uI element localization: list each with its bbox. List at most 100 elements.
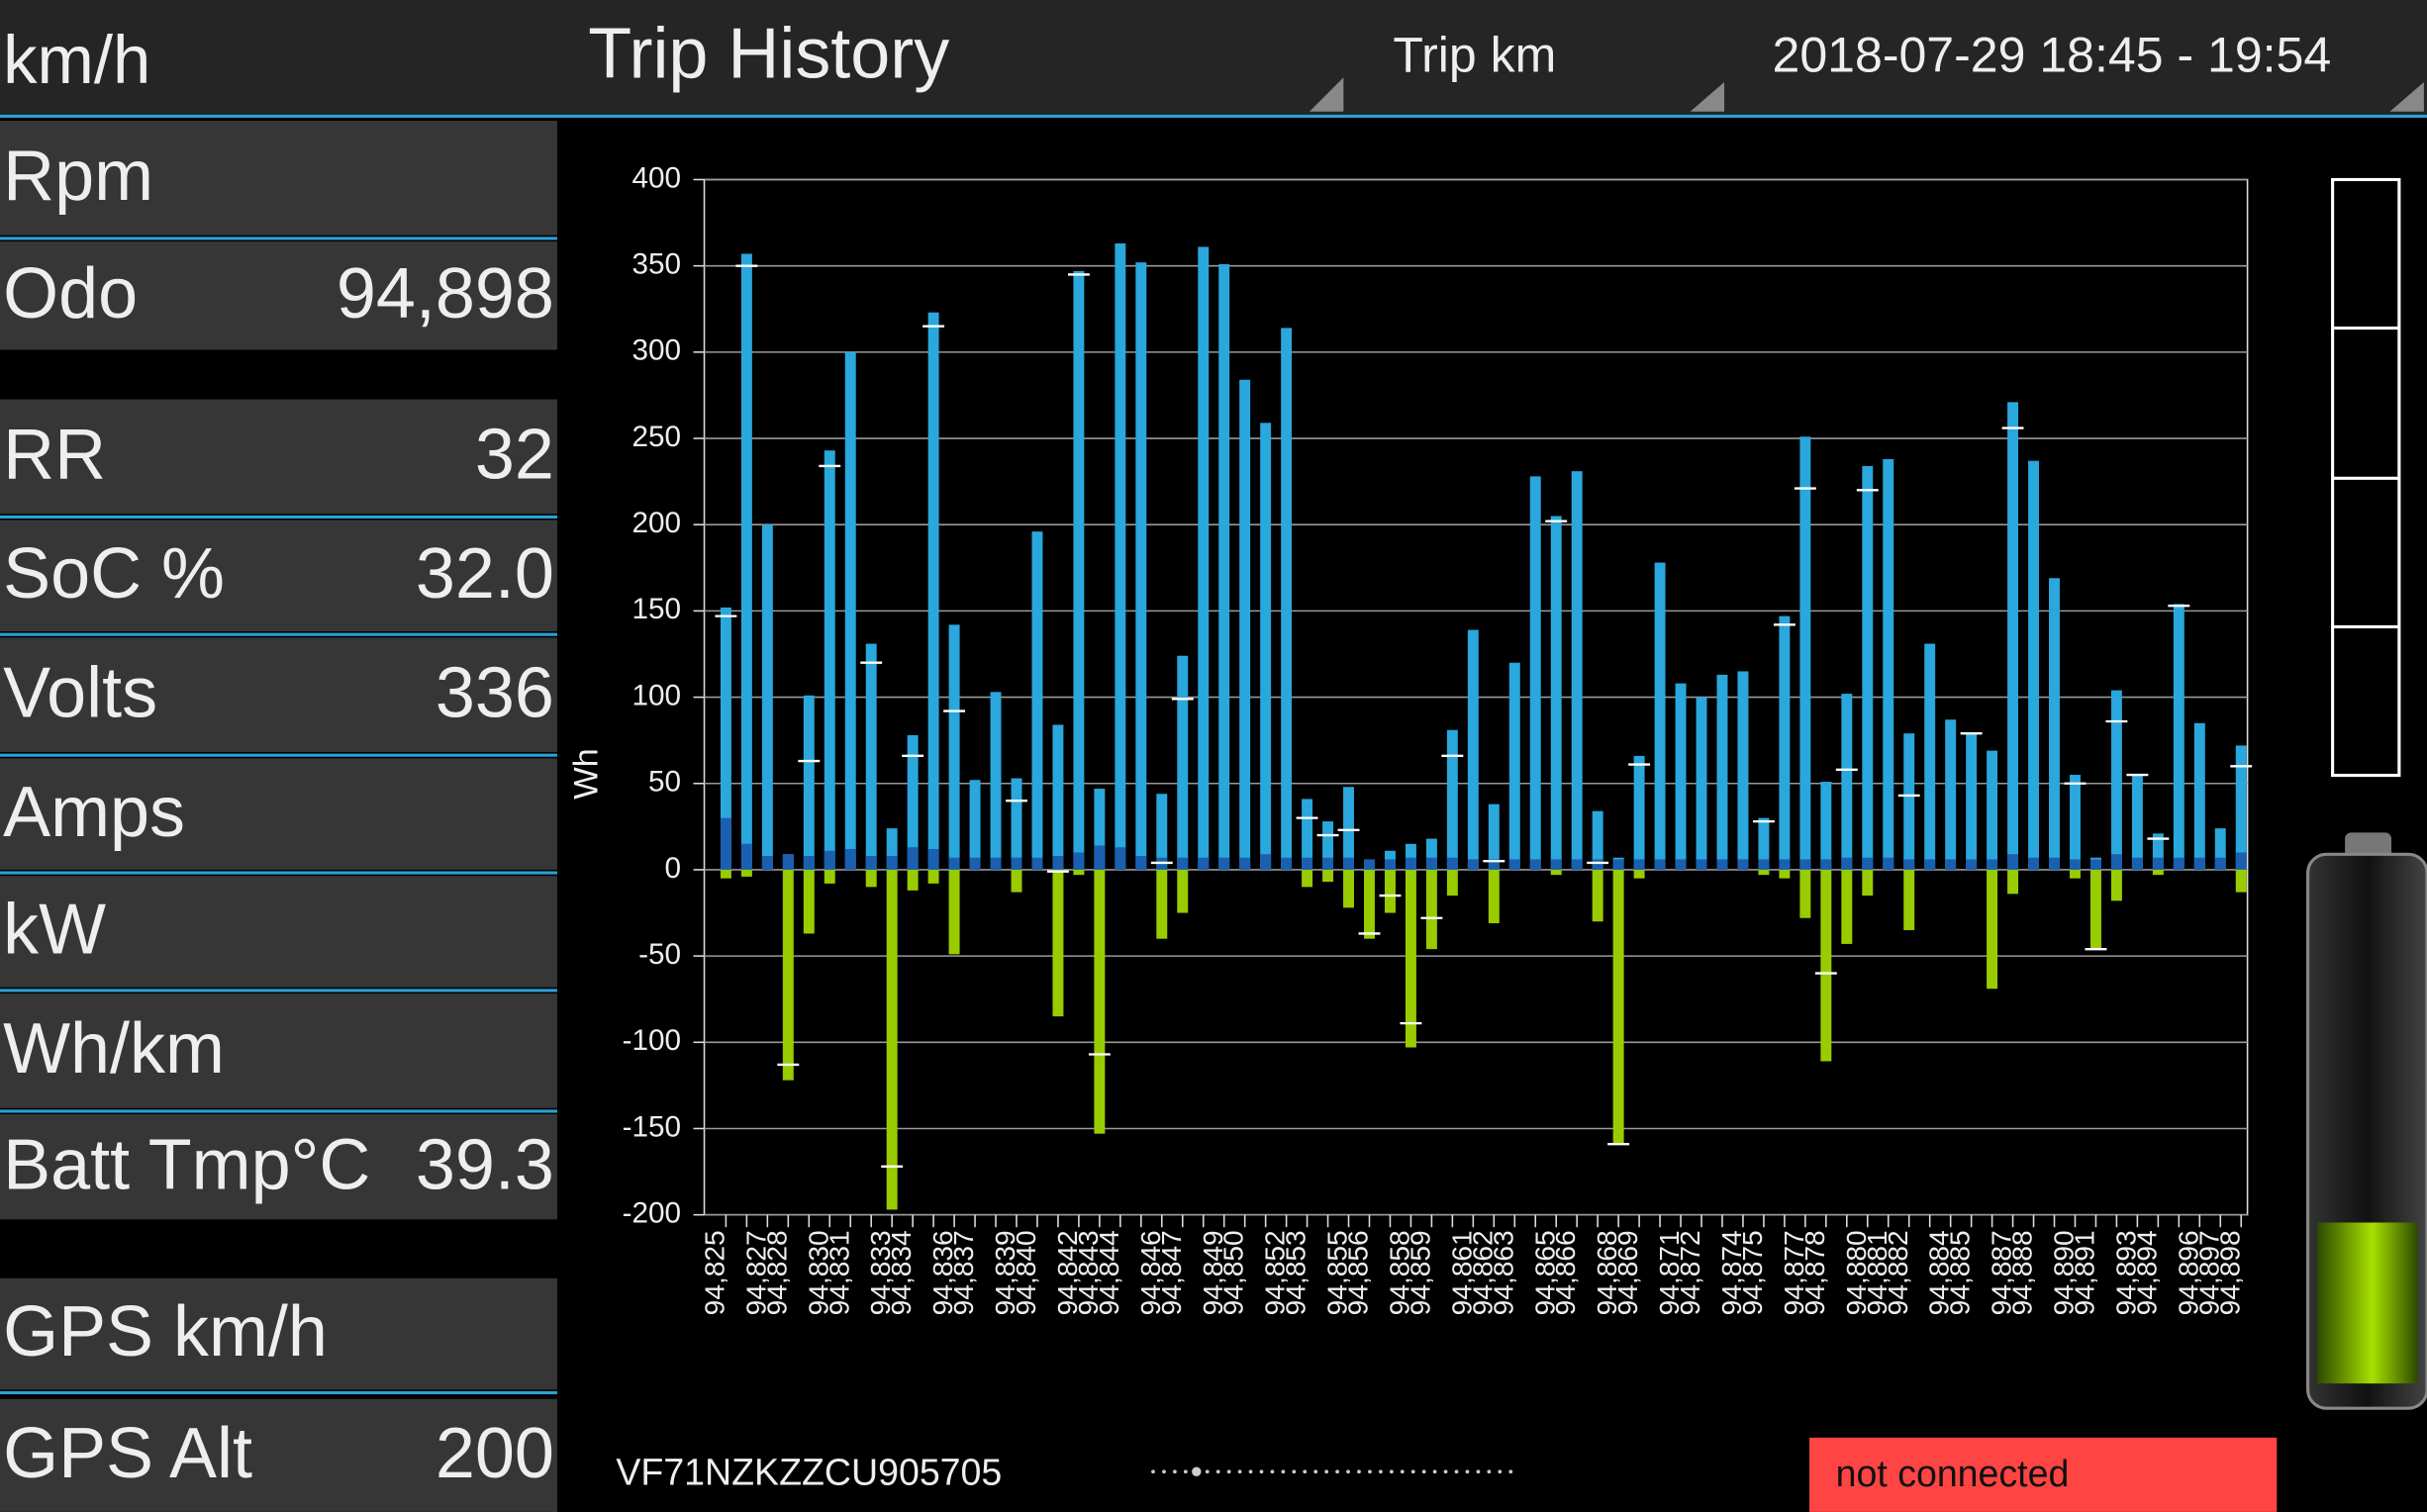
page-dot	[1162, 1469, 1166, 1474]
y-tick-label: 0	[665, 852, 682, 885]
y-tick-label: 250	[631, 421, 681, 453]
bar	[1529, 859, 1541, 870]
panel-row	[0, 876, 557, 988]
page-dot	[1454, 1469, 1459, 1474]
bar	[2028, 460, 2040, 870]
x-tick-label: 94,865	[1529, 1230, 1560, 1315]
x-tick-label: 94,847	[1156, 1230, 1187, 1315]
panel-value: 32.0	[416, 534, 554, 614]
side-panel: Rpm Odo 94,898 RR 32 SoC % 32.0 Volts 336 Amps kW W…	[0, 121, 557, 1512]
bar	[1094, 869, 1106, 1134]
x-tick-label: 94,897	[2193, 1230, 2224, 1315]
bar	[1529, 476, 1541, 870]
x-tick-label: 94,852	[1260, 1230, 1291, 1315]
page-dot	[1432, 1469, 1437, 1474]
spinner-corner[interactable]	[2389, 81, 2424, 112]
page-dot	[1248, 1469, 1253, 1474]
panel-label: Volts	[3, 653, 157, 732]
panel-row	[0, 121, 557, 236]
bar	[1737, 671, 1749, 870]
bar	[2089, 859, 2101, 870]
bar	[1446, 869, 1458, 897]
bar	[2214, 828, 2226, 870]
bar	[2152, 869, 2164, 876]
bar	[907, 847, 919, 870]
panel-value: 94,898	[337, 254, 554, 333]
bar	[2007, 854, 2019, 870]
x-tick-label: 94,898	[2214, 1230, 2245, 1315]
x-tick-label: 94,878	[1799, 1230, 1830, 1315]
page-dot	[1292, 1469, 1297, 1474]
header-range[interactable]: 2018-07-29 18:45 - 19:54	[1773, 28, 2332, 83]
bar	[1945, 719, 1957, 870]
panel-label: Batt Tmp°C	[3, 1125, 370, 1204]
page-dot	[1379, 1469, 1383, 1474]
bar	[1281, 328, 1293, 870]
page-dot	[1421, 1469, 1426, 1474]
x-tick-label: 94,850	[1218, 1230, 1249, 1315]
bar	[1488, 803, 1500, 870]
bar	[1198, 246, 1210, 870]
y-tick-label: 150	[631, 593, 681, 625]
panel-row	[0, 993, 557, 1108]
x-tick-label: 94,880	[1841, 1230, 1872, 1315]
x-tick-label: 94,894	[2131, 1230, 2162, 1315]
bar	[990, 857, 1002, 870]
bar	[782, 869, 794, 1081]
header-mode[interactable]: Trip km	[1393, 28, 1556, 83]
spinner-corner[interactable]	[1309, 77, 1344, 112]
bar	[1031, 531, 1043, 870]
bar	[2007, 869, 2019, 895]
x-tick-label: 94,869	[1612, 1230, 1643, 1315]
bar	[1405, 843, 1416, 870]
page-dot	[1410, 1469, 1415, 1474]
bar	[1011, 778, 1022, 870]
status: not connected	[1836, 1453, 2070, 1494]
x-tick-label: 94,875	[1737, 1230, 1768, 1315]
page-dot	[1281, 1469, 1286, 1474]
spinner-corner[interactable]	[1690, 81, 1725, 112]
panel-label: Rpm	[3, 137, 153, 216]
header-bar	[0, 0, 2427, 115]
vin: VF71NZKZZCU905705	[616, 1451, 1002, 1492]
bar	[1820, 869, 1832, 1062]
bar	[1073, 852, 1085, 870]
bar	[2131, 775, 2143, 870]
bar	[907, 869, 919, 891]
bar	[1841, 694, 1853, 870]
panel-row	[0, 399, 557, 515]
x-tick-label: 94,842	[1052, 1230, 1083, 1315]
bar	[2193, 722, 2205, 870]
panel-value: 336	[436, 653, 554, 732]
bar	[2131, 857, 2143, 870]
panel-row	[0, 1114, 557, 1220]
bar	[1820, 859, 1832, 870]
bar	[844, 351, 856, 870]
x-tick-label: 94,893	[2110, 1230, 2141, 1315]
bar	[1924, 859, 1936, 870]
panel-row	[0, 758, 557, 870]
x-tick-label: 94,828	[761, 1230, 792, 1315]
bar	[2235, 869, 2247, 893]
bar	[1758, 817, 1770, 870]
page-dot	[1400, 1469, 1405, 1474]
bar	[2152, 833, 2164, 870]
bar	[2070, 869, 2081, 879]
bar	[1052, 869, 1064, 1017]
bar	[1675, 683, 1687, 870]
bar	[1612, 859, 1624, 870]
panel-label: GPS Alt	[3, 1414, 252, 1493]
page-dot	[1335, 1469, 1339, 1474]
bar	[1364, 869, 1375, 939]
bar	[1592, 869, 1603, 922]
x-tick-label: 94,863	[1488, 1230, 1518, 1315]
bar	[927, 312, 939, 870]
bar	[1218, 263, 1230, 870]
page-dot	[1183, 1469, 1188, 1474]
bar	[1633, 869, 1645, 879]
bar	[824, 869, 835, 884]
bar	[1364, 859, 1375, 870]
bar	[2070, 859, 2081, 870]
x-tick-label: 94,834	[886, 1230, 917, 1315]
bar	[865, 643, 877, 870]
